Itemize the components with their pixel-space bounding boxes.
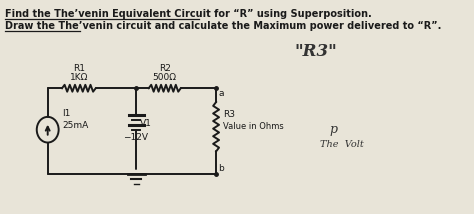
Text: 1KΩ: 1KΩ: [70, 73, 88, 82]
Text: Draw the The’venin circuit and calculate the Maximum power delivered to “R”.: Draw the The’venin circuit and calculate…: [5, 21, 441, 31]
Text: b: b: [219, 164, 224, 173]
Text: −12V: −12V: [123, 133, 147, 142]
Text: 500Ω: 500Ω: [153, 73, 177, 82]
Text: Find the The’venin Equivalent Circuit for “R” using Superposition.: Find the The’venin Equivalent Circuit fo…: [5, 9, 372, 19]
Text: 25mA: 25mA: [62, 121, 88, 130]
Text: "R3": "R3": [294, 43, 337, 60]
Text: p: p: [330, 123, 338, 136]
Text: R2: R2: [159, 64, 171, 73]
Text: R1: R1: [73, 64, 85, 73]
Text: The  Volt: The Volt: [319, 140, 364, 149]
Text: Value in Ohms: Value in Ohms: [223, 122, 283, 131]
Text: V1: V1: [140, 119, 152, 128]
Text: a: a: [219, 89, 224, 98]
Text: I1: I1: [62, 109, 70, 118]
Text: R3: R3: [223, 110, 235, 119]
